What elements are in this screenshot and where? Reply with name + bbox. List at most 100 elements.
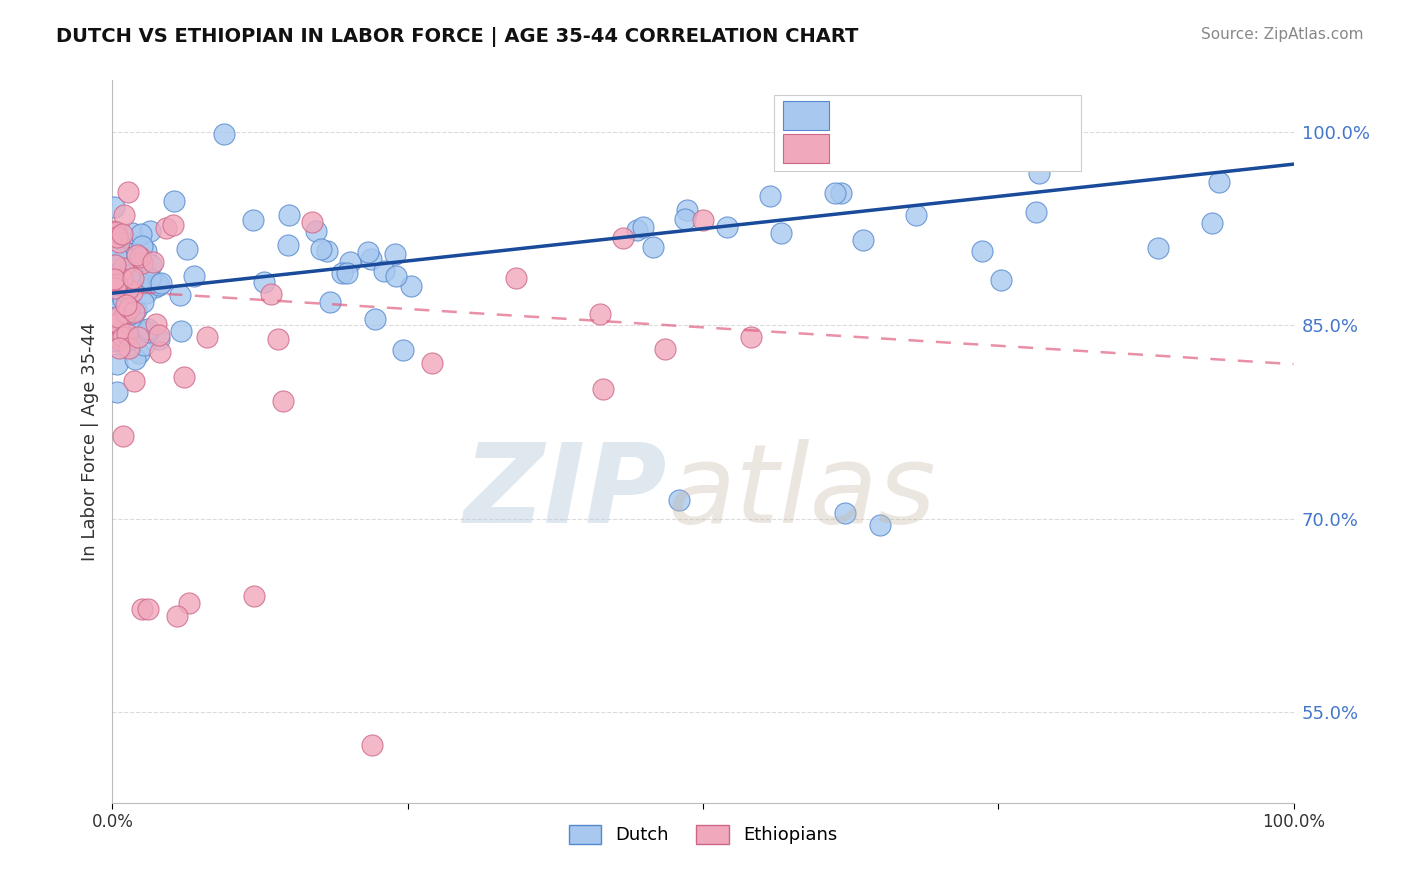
Point [111,293,134,307]
Point [107,316,129,330]
Point [915,125,938,139]
Text: 60: 60 [1010,140,1033,158]
Point [990,273,1012,287]
Point [118,307,141,321]
Point [505,270,527,285]
Point [117,327,139,342]
Point [214,127,236,141]
Point [1208,175,1230,189]
Point [105,277,128,291]
Point [631,220,654,235]
Point [118,268,141,282]
Point [740,329,762,343]
Point [112,328,135,343]
Point [105,230,128,244]
Point [1147,241,1170,255]
Point [131,256,153,270]
Point [242,213,264,227]
Point [117,282,139,296]
Point [115,245,138,260]
Point [401,278,423,293]
Point [195,330,218,344]
Point [162,218,184,232]
Point [420,356,443,370]
Point [111,227,134,242]
Point [692,213,714,227]
Point [319,294,342,309]
Point [769,226,792,240]
Point [108,282,131,296]
Legend: Dutch, Ethiopians: Dutch, Ethiopians [561,818,845,852]
Text: -0.066: -0.066 [889,140,948,158]
Point [360,252,382,266]
Text: N =: N = [962,140,998,158]
Point [120,320,142,334]
Point [104,248,127,262]
Point [139,271,162,285]
Point [104,334,127,348]
Point [612,231,634,245]
Point [136,602,159,616]
Point [277,237,299,252]
Point [356,245,378,260]
Point [163,194,186,208]
Point [589,307,612,321]
Point [114,250,136,264]
Point [108,301,131,315]
Point [145,317,167,331]
Point [824,186,846,200]
Y-axis label: In Labor Force | Age 35-44: In Labor Force | Age 35-44 [80,322,98,561]
Point [108,245,131,260]
Point [103,267,125,281]
FancyBboxPatch shape [783,101,830,130]
Point [104,280,127,294]
Point [654,342,676,356]
Point [134,262,156,277]
Point [142,254,165,268]
Point [173,370,195,384]
Text: ZIP: ZIP [464,439,668,546]
Point [121,285,143,299]
Point [118,252,141,266]
Text: 0.331: 0.331 [889,107,941,125]
Point [385,269,408,284]
FancyBboxPatch shape [783,135,830,163]
Point [105,358,128,372]
Point [921,144,943,158]
Point [170,324,193,338]
Point [122,374,145,388]
Point [143,280,166,294]
Point [127,330,149,344]
Point [149,344,172,359]
Point [118,301,141,315]
Point [830,186,852,200]
Text: Source: ZipAtlas.com: Source: ZipAtlas.com [1201,27,1364,42]
Point [103,269,125,284]
Point [135,244,157,258]
Point [970,244,993,258]
Text: N =: N = [962,107,998,125]
Point [111,272,134,286]
Point [117,185,139,199]
Point [136,325,159,339]
Point [626,222,648,236]
Point [114,306,136,320]
Point [1028,166,1050,180]
Point [131,227,153,242]
Point [104,257,127,271]
Text: R =: R = [835,140,872,158]
Point [135,286,157,301]
Point [166,608,188,623]
Point [136,322,159,336]
Point [117,287,139,301]
Point [120,301,142,316]
Point [128,277,150,292]
Point [1201,216,1223,230]
Point [139,223,162,237]
Point [105,310,128,324]
Point [108,334,131,348]
Point [1025,204,1047,219]
Point [148,327,170,342]
Point [131,239,153,253]
Point [124,275,146,289]
